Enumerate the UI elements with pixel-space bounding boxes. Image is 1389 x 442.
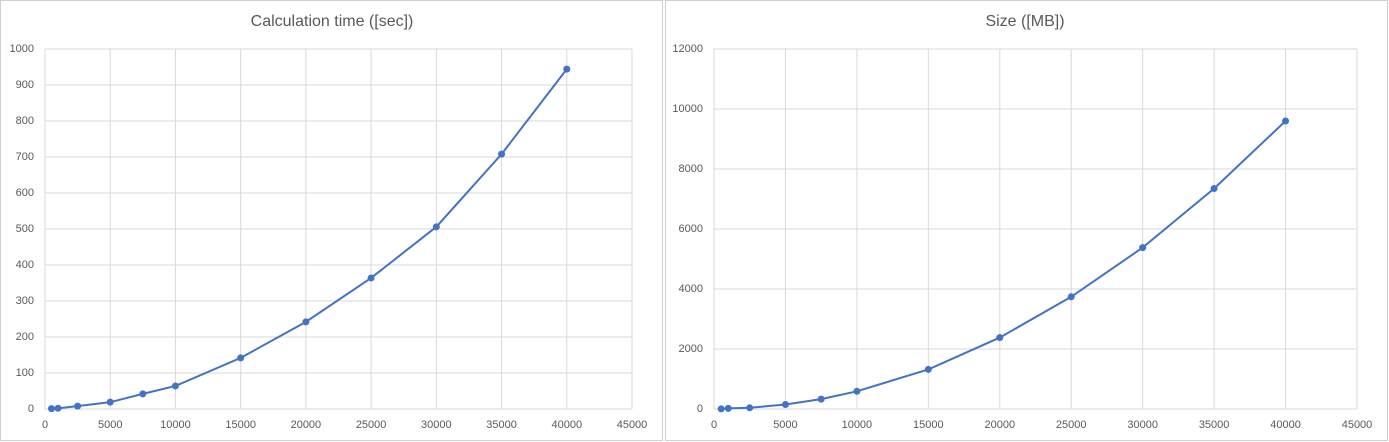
x-tick-label: 35000 — [486, 419, 517, 431]
y-tick-label: 1000 — [10, 43, 34, 55]
y-tick-label: 500 — [16, 223, 34, 235]
y-tick-label: 800 — [16, 115, 34, 127]
data-point — [563, 65, 571, 73]
y-tick-label: 8000 — [679, 163, 703, 175]
data-point — [746, 404, 754, 412]
data-point — [432, 223, 440, 231]
data-point — [139, 390, 147, 398]
x-tick-label: 0 — [711, 419, 717, 431]
x-tick-label: 5000 — [98, 419, 122, 431]
y-tick-label: 400 — [16, 259, 34, 271]
y-tick-label: 300 — [16, 295, 34, 307]
data-point — [367, 274, 375, 282]
x-tick-label: 10000 — [160, 419, 191, 431]
y-tick-label: 0 — [697, 403, 703, 415]
y-tick-label: 0 — [28, 403, 34, 415]
y-tick-label: 10000 — [672, 103, 703, 115]
x-tick-label: 25000 — [356, 419, 387, 431]
data-point — [781, 401, 789, 408]
x-tick-label: 45000 — [1342, 419, 1373, 431]
series-line — [721, 120, 1287, 410]
x-tick-label: 40000 — [1270, 419, 1301, 431]
data-point — [171, 382, 179, 390]
x-tick-label: 30000 — [1127, 419, 1158, 431]
chart-title: Calculation time ([sec]) — [251, 13, 414, 30]
chart-panel — [0, 0, 663, 441]
chart-title: Size ([MB]) — [985, 13, 1064, 30]
y-tick-label: 100 — [16, 367, 34, 379]
x-tick-label: 45000 — [617, 419, 648, 431]
x-tick-label: 15000 — [913, 419, 944, 431]
x-tick-label: 25000 — [1056, 419, 1087, 431]
x-tick-label: 20000 — [984, 419, 1015, 431]
data-point — [924, 365, 932, 373]
x-tick-label: 35000 — [1199, 419, 1230, 431]
data-point — [498, 150, 506, 158]
data-point — [853, 387, 861, 395]
data-point — [74, 402, 82, 410]
x-tick-label: 0 — [42, 419, 48, 431]
data-point — [1210, 185, 1218, 192]
y-tick-label: 600 — [16, 187, 34, 199]
y-tick-label: 200 — [16, 331, 34, 343]
x-tick-label: 5000 — [773, 419, 797, 431]
x-tick-label: 40000 — [551, 419, 582, 431]
y-tick-label: 6000 — [679, 223, 703, 235]
data-point — [717, 405, 725, 413]
data-point — [1067, 293, 1075, 301]
data-point — [724, 404, 732, 412]
data-point — [106, 398, 114, 406]
data-point — [996, 334, 1004, 342]
y-tick-label: 12000 — [672, 43, 703, 55]
data-point — [237, 354, 245, 362]
x-tick-label: 10000 — [842, 419, 873, 431]
y-tick-label: 4000 — [679, 283, 703, 295]
x-tick-label: 30000 — [421, 419, 452, 431]
data-point — [1139, 244, 1147, 252]
data-point — [817, 395, 825, 403]
chart-panel — [665, 0, 1388, 441]
y-tick-label: 2000 — [679, 343, 703, 355]
y-tick-label: 700 — [16, 151, 34, 163]
data-point — [302, 318, 310, 326]
x-tick-label: 20000 — [291, 419, 322, 431]
data-point — [54, 404, 62, 412]
data-point — [48, 405, 56, 413]
y-tick-label: 900 — [16, 79, 34, 91]
x-tick-label: 15000 — [225, 419, 256, 431]
data-point — [1282, 117, 1290, 125]
